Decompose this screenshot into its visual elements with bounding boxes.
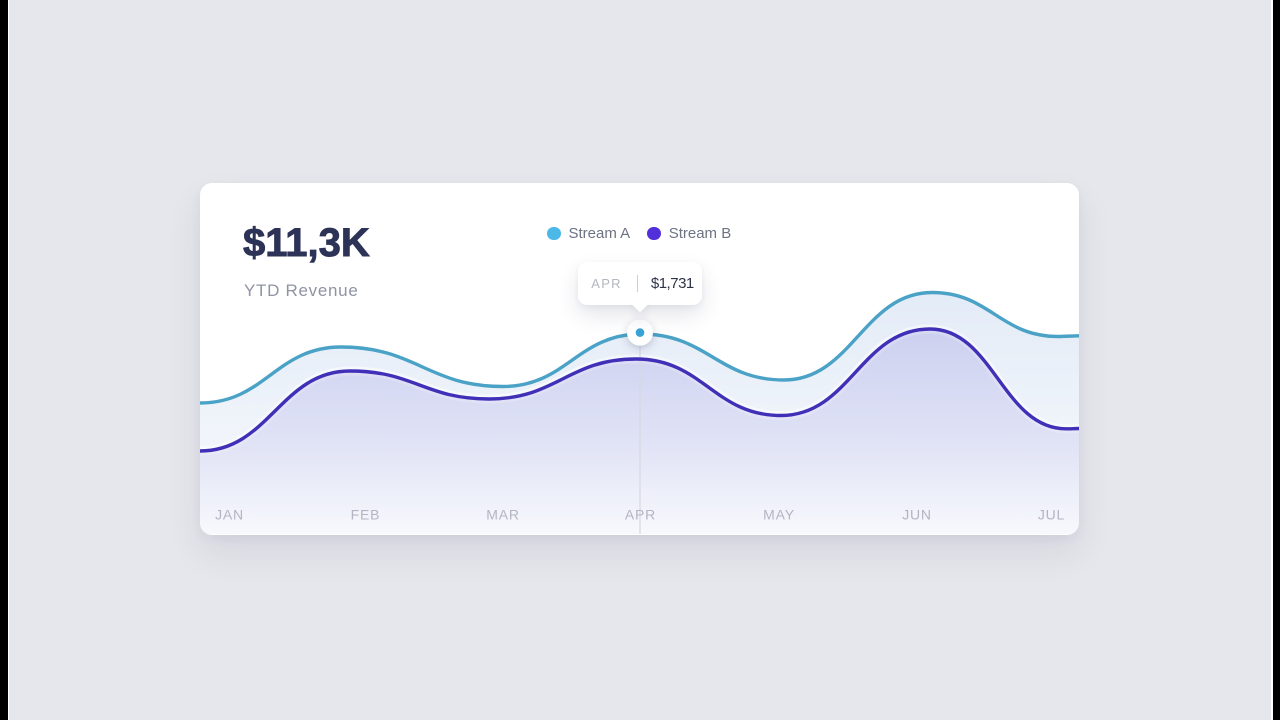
svg-text:JUL: JUL: [1038, 507, 1065, 523]
svg-text:JUN: JUN: [902, 507, 932, 523]
svg-text:JAN: JAN: [215, 507, 244, 523]
svg-text:MAR: MAR: [486, 507, 520, 523]
svg-text:FEB: FEB: [351, 507, 381, 523]
svg-text:MAY: MAY: [763, 507, 795, 523]
svg-text:APR: APR: [625, 507, 656, 523]
